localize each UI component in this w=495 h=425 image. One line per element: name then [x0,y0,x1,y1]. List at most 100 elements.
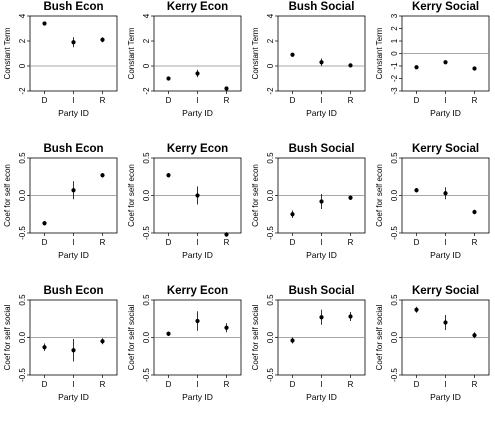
y-axis-label: Constant Term [375,27,384,79]
y-tick-label: 0.0 [390,331,399,343]
chart-panel: Kerry Social -3 -2 -1 0 1 2 3 Constant Term D I R Pa… [372,0,495,141]
y-tick-label: 0.5 [266,152,275,164]
data-point [290,212,295,217]
chart-panel: Kerry Econ -0.5 0.0 0.5 Coef for self econ D I… [124,142,247,283]
data-point [290,52,295,57]
y-tick-label: -0.5 [18,226,27,240]
y-tick-label: 4 [266,13,275,18]
data-point [42,345,47,350]
x-tick-label: I [320,380,322,389]
data-point [195,318,200,324]
panel-svg: Kerry Social -0.5 0.0 0.5 Coef for self soci… [375,285,490,402]
data-point [224,232,229,237]
y-axis-label: Coef for self social [127,304,136,370]
x-tick-label: D [290,238,296,247]
x-tick-label: R [348,380,354,389]
y-tick-label: 0.0 [142,189,151,201]
x-axis-label: Party ID [306,108,337,118]
x-tick-label: I [444,380,446,389]
x-tick-label: I [320,238,322,247]
panel-title: Kerry Econ [167,1,228,13]
panel-svg: Kerry Econ -2 0 2 4 Constant Term D I R Party ID [127,1,242,118]
panel-title: Bush Econ [43,143,103,155]
y-tick-label: 0.0 [18,189,27,201]
panel-svg: Bush Social -2 0 2 4 Constant Term D I R Party ID [251,1,366,118]
y-tick-label: 0.5 [142,152,151,164]
x-tick-label: D [290,380,296,389]
x-tick-label: R [100,380,106,389]
x-tick-label: I [72,380,74,389]
x-axis-label: Party ID [58,108,89,118]
panel-svg: Bush Social -0.5 0.0 0.5 Coef for self socia… [251,285,366,402]
x-axis-label: Party ID [430,250,461,260]
y-tick-label: 0.5 [390,152,399,164]
data-point [472,209,477,215]
y-tick-label: -2 [142,87,151,95]
chart-panel: Bush Social -0.5 0.0 0.5 Coef for self socia… [248,284,371,425]
y-tick-label: -0.5 [18,368,27,382]
x-axis-label: Party ID [306,392,337,402]
y-axis-label: Constant Term [3,27,12,79]
data-point [472,66,477,71]
x-tick-label: R [472,238,478,247]
chart-panel: Bush Econ -2 0 2 4 Constant Term D I R Party ID [0,0,123,141]
x-tick-label: I [196,96,198,105]
x-tick-label: D [414,238,420,247]
panel-svg: Kerry Social -0.5 0.0 0.5 Coef for self econ… [375,143,490,260]
y-tick-label: 2 [18,38,27,43]
panel-title: Kerry Social [412,285,479,297]
y-tick-label: -0.5 [390,368,399,382]
x-tick-label: R [100,96,106,105]
y-tick-label: 0.0 [18,331,27,343]
x-axis-label: Party ID [182,392,213,402]
y-tick-label: 4 [142,13,151,18]
panel-svg: Bush Econ -0.5 0.0 0.5 Coef for self econ D I R… [3,143,118,260]
y-tick-label: -0.5 [142,226,151,240]
y-tick-label: 0.5 [390,294,399,306]
y-axis-label: Coef for self social [3,304,12,370]
x-tick-label: R [472,380,478,389]
x-tick-label: R [224,238,230,247]
panel-title: Bush Econ [43,285,103,297]
x-tick-label: I [444,238,446,247]
x-tick-label: I [444,96,446,105]
data-point [195,193,200,198]
y-tick-label: 0.0 [142,331,151,343]
data-point [443,320,448,325]
data-point [71,40,76,45]
y-tick-label: 2 [142,38,151,43]
y-tick-label: 0 [266,63,275,68]
data-point [42,21,47,26]
data-point [319,315,324,320]
y-tick-label: -0.5 [390,226,399,240]
data-point [224,86,229,91]
x-tick-label: I [196,238,198,247]
panel-svg: Kerry Econ -0.5 0.0 0.5 Coef for self social… [127,285,242,402]
y-axis-label: Coef for self social [251,304,260,370]
data-point [71,188,76,193]
x-tick-label: D [42,380,48,389]
x-tick-label: D [42,96,48,105]
y-axis-label: Constant Term [251,27,260,79]
y-tick-label: -0.5 [266,226,275,240]
x-tick-label: D [166,380,172,389]
data-point [443,191,448,196]
data-point [42,221,47,226]
x-tick-label: R [100,238,106,247]
panel-svg: Bush Econ -0.5 0.0 0.5 Coef for self social D… [3,285,118,402]
y-tick-label: 0.0 [266,331,275,343]
data-point [71,348,76,353]
data-point [414,307,419,312]
x-tick-label: R [472,96,478,105]
x-axis-label: Party ID [182,108,213,118]
y-tick-label: -0.5 [266,368,275,382]
x-tick-label: R [348,238,354,247]
data-point [166,331,171,336]
panel-title: Kerry Econ [167,285,228,297]
x-tick-label: D [166,96,172,105]
y-tick-label: -2 [390,74,399,82]
x-axis-label: Party ID [430,392,461,402]
y-axis-label: Coef for self econ [3,164,12,227]
chart-panel: Bush Econ -0.5 0.0 0.5 Coef for self econ D I R… [0,142,123,283]
